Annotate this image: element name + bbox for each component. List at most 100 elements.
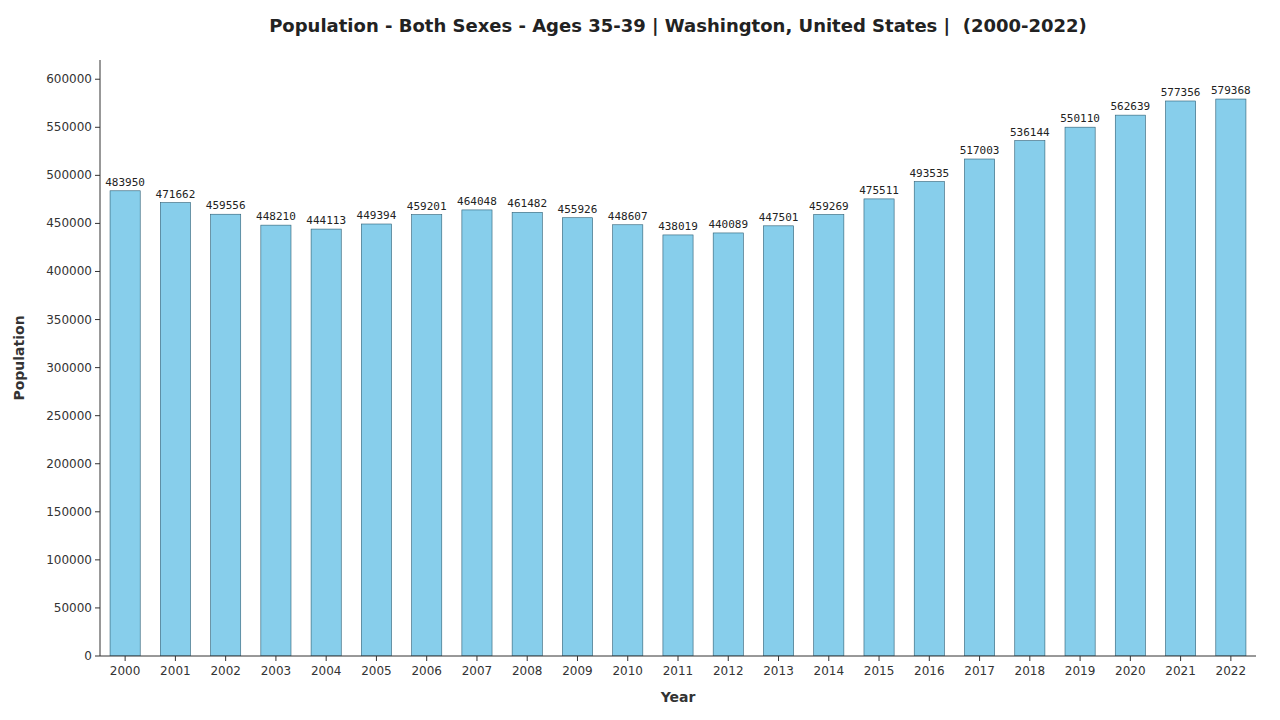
x-tick: [275, 656, 276, 661]
x-tick-label: 2020: [1115, 664, 1146, 678]
x-tick-label: 2005: [361, 664, 392, 678]
bar: [1015, 141, 1045, 656]
bar: [261, 225, 291, 656]
x-tick: [778, 656, 779, 661]
x-tick: [1029, 656, 1030, 661]
x-tick-label: 2008: [512, 664, 543, 678]
data-label: 471662: [156, 188, 196, 201]
x-tick-label: 2000: [110, 664, 141, 678]
data-label: 579368: [1211, 84, 1251, 97]
y-tick: [95, 127, 100, 128]
y-tick-label: 400000: [46, 264, 92, 278]
x-tick: [175, 656, 176, 661]
bar: [964, 159, 994, 656]
y-tick-label: 0: [84, 649, 92, 663]
x-tick: [1080, 656, 1081, 661]
x-tick: [1130, 656, 1131, 661]
y-axis-label: Population: [11, 315, 27, 400]
data-label: 455926: [558, 203, 598, 216]
bar: [814, 215, 844, 656]
y-tick: [95, 79, 100, 80]
data-label: 440089: [708, 218, 748, 231]
x-tick: [1230, 656, 1231, 661]
bars: [110, 99, 1246, 656]
x-tick: [125, 656, 126, 661]
bar: [613, 225, 643, 656]
y-axis-line: [100, 60, 101, 656]
x-tick-label: 2019: [1065, 664, 1096, 678]
x-axis-label: Year: [660, 689, 696, 705]
x-tick-label: 2016: [914, 664, 945, 678]
x-tick: [577, 656, 578, 661]
x-tick-label: 2004: [311, 664, 342, 678]
chart-svg: Population - Both Sexes - Ages 35-39 | W…: [0, 0, 1280, 720]
y-tick-label: 350000: [46, 313, 92, 327]
x-tick: [929, 656, 930, 661]
data-label: 448607: [608, 210, 648, 223]
y-tick-label: 450000: [46, 216, 92, 230]
data-label: 459201: [407, 200, 447, 213]
x-tick-label: 2015: [864, 664, 895, 678]
bar: [1216, 99, 1246, 656]
x-tick-label: 2012: [713, 664, 744, 678]
y-tick: [95, 175, 100, 176]
y-tick: [95, 223, 100, 224]
bar: [663, 235, 693, 656]
x-tick: [326, 656, 327, 661]
data-label: 448210: [256, 210, 296, 223]
y-tick-label: 100000: [46, 553, 92, 567]
bar: [914, 182, 944, 656]
x-tick-label: 2014: [814, 664, 845, 678]
x-tick-label: 2010: [612, 664, 643, 678]
data-label: 459269: [809, 200, 849, 213]
x-tick: [426, 656, 427, 661]
x-tick-label: 2003: [261, 664, 292, 678]
y-tick: [95, 271, 100, 272]
x-tick-label: 2009: [562, 664, 593, 678]
bar: [110, 191, 140, 656]
x-tick-label: 2013: [763, 664, 794, 678]
data-label: 493535: [909, 167, 949, 180]
x-tick-label: 2006: [411, 664, 442, 678]
bar: [462, 210, 492, 656]
x-tick-label: 2018: [1015, 664, 1046, 678]
data-label: 461482: [507, 197, 547, 210]
x-tick-label: 2022: [1216, 664, 1247, 678]
data-label: 562639: [1110, 100, 1150, 113]
bar: [412, 215, 442, 656]
x-tick: [1180, 656, 1181, 661]
data-label: 483950: [105, 176, 145, 189]
data-label: 536144: [1010, 126, 1050, 139]
y-tick: [95, 607, 100, 608]
data-label: 475511: [859, 184, 899, 197]
bar: [512, 212, 542, 656]
y-tick-label: 250000: [46, 409, 92, 423]
bar: [1166, 101, 1196, 656]
x-tick-label: 2021: [1165, 664, 1196, 678]
chart-container: Population - Both Sexes - Ages 35-39 | W…: [0, 0, 1280, 720]
data-label: 449394: [357, 209, 397, 222]
x-tick: [879, 656, 880, 661]
bar: [713, 233, 743, 656]
y-tick: [95, 511, 100, 512]
x-tick-label: 2002: [210, 664, 241, 678]
x-tick-label: 2007: [462, 664, 493, 678]
x-tick: [979, 656, 980, 661]
bar: [211, 214, 241, 656]
y-tick-label: 150000: [46, 505, 92, 519]
data-label: 550110: [1060, 112, 1100, 125]
y-tick-label: 300000: [46, 361, 92, 375]
y-tick: [95, 463, 100, 464]
data-label: 464048: [457, 195, 497, 208]
y-tick-label: 500000: [46, 168, 92, 182]
data-label: 447501: [759, 211, 799, 224]
bar: [160, 203, 190, 656]
bar: [311, 229, 341, 656]
title: Population - Both Sexes - Ages 35-39 | W…: [269, 15, 1087, 36]
x-tick-label: 2001: [160, 664, 191, 678]
data-label: 438019: [658, 220, 698, 233]
y-tick: [95, 319, 100, 320]
data-label: 459556: [206, 199, 246, 212]
x-tick: [728, 656, 729, 661]
x-tick: [627, 656, 628, 661]
